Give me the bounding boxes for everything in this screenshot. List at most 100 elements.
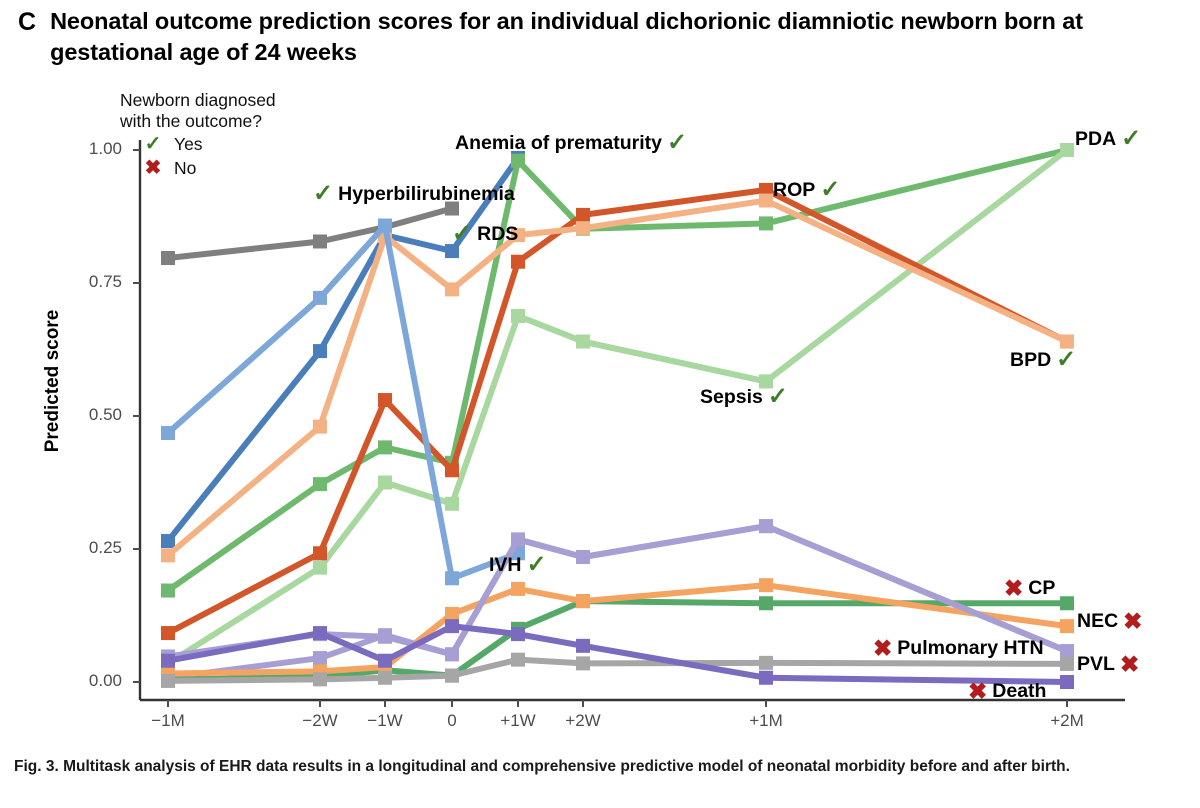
check-icon: ✓	[767, 383, 788, 410]
data-point-marker	[759, 655, 773, 670]
x-tick-label: −1M	[151, 711, 185, 730]
annotation-rop: ROP ✓	[773, 178, 840, 202]
data-point-marker	[759, 216, 773, 231]
data-point-marker	[1060, 334, 1074, 349]
data-point-marker	[759, 519, 773, 534]
legend-heading-line2: with the outcome?	[120, 111, 263, 131]
data-point-marker	[576, 656, 590, 671]
annotation-label: NEC	[1077, 610, 1119, 632]
x-tick-label: −2W	[302, 711, 338, 730]
data-point-marker	[313, 419, 327, 434]
data-point-marker	[1060, 644, 1074, 659]
data-point-marker	[313, 672, 327, 687]
series-line	[167, 656, 1068, 684]
cross-icon: ✖	[1119, 651, 1140, 677]
panel-letter: C	[18, 8, 37, 36]
legend-label-no: No	[174, 157, 197, 178]
series-pvl	[161, 652, 1074, 688]
series-line	[516, 313, 767, 385]
data-point-marker	[161, 626, 175, 641]
data-point-marker	[378, 218, 392, 233]
data-point-marker	[511, 581, 525, 596]
y-tick-label: 0.75	[88, 272, 122, 291]
data-point-marker	[576, 638, 590, 653]
data-point-marker	[445, 668, 459, 683]
legend-item-no: ✖ No	[140, 156, 276, 180]
data-point-marker	[1060, 143, 1074, 157]
series-line	[167, 623, 1068, 685]
series-ivh	[161, 218, 525, 586]
cross-icon: ✖	[144, 156, 162, 179]
chart-svg	[133, 140, 1125, 707]
annotation-pulmonary-htn: ✖ Pulmonary HTN	[873, 637, 1044, 660]
legend-label-yes: Yes	[174, 133, 203, 154]
annotation-sepsis: Sepsis ✓	[700, 385, 788, 409]
x-tick-label: +2M	[1050, 711, 1084, 730]
y-tick-label: 1.00	[88, 139, 122, 158]
data-point-marker	[445, 619, 459, 634]
annotation-nec: NEC ✖	[1077, 610, 1142, 633]
series-line	[167, 205, 453, 261]
annotation-label: Hyperbilirubinemia	[338, 182, 515, 205]
annotation-label: Anemia of prematurity	[455, 131, 662, 154]
x-tick-label: 0	[447, 711, 457, 730]
data-point-marker	[445, 647, 459, 662]
annotation-label: CP	[1028, 577, 1056, 599]
data-point-marker	[445, 463, 459, 478]
data-point-marker	[1060, 675, 1074, 689]
data-point-marker	[576, 221, 590, 236]
data-point-marker	[1060, 619, 1074, 634]
legend-heading-line1: Newborn diagnosed	[120, 90, 276, 110]
data-point-marker	[313, 651, 327, 666]
data-point-marker	[445, 244, 459, 259]
cross-icon: ✖	[968, 678, 988, 704]
x-tick-label: +2W	[565, 711, 601, 730]
data-point-marker	[445, 282, 459, 297]
cross-icon: ✖	[1123, 608, 1143, 634]
annotation-label: Death	[992, 680, 1047, 702]
check-icon: ✓	[666, 129, 688, 156]
y-axis-title: Predicted score	[42, 309, 63, 453]
data-point-marker	[759, 670, 773, 685]
data-point-marker	[161, 426, 175, 441]
data-point-marker	[445, 606, 459, 621]
series-line	[166, 197, 1069, 558]
legend-item-yes: ✓ Yes	[140, 132, 276, 156]
series-line	[167, 598, 1067, 683]
data-point-marker	[576, 549, 590, 564]
data-point-marker	[511, 308, 525, 323]
x-tick-label: −1W	[367, 711, 403, 730]
x-tick-label: +1M	[749, 711, 783, 730]
check-icon: ✓	[526, 551, 547, 578]
series-rds	[161, 150, 525, 549]
check-icon: ✓	[313, 180, 334, 207]
data-point-marker	[445, 201, 459, 216]
series-line	[166, 186, 1069, 636]
series-hyperbilirubinemia	[161, 201, 459, 265]
data-point-marker	[378, 393, 392, 408]
data-point-marker	[378, 653, 392, 668]
annotation-label: PDA	[1075, 127, 1117, 150]
annotation-hyperbilirubinemia: ✓ Hyperbilirubinemia	[313, 182, 515, 206]
y-tick-label: 0.25	[88, 538, 122, 557]
series-line	[165, 156, 521, 543]
annotation-ivh: IVH ✓	[489, 553, 547, 577]
cross-icon: ✖	[873, 635, 893, 661]
data-point-marker	[511, 652, 525, 667]
annotation-pvl: PVL ✖	[1077, 653, 1139, 676]
x-tick-label: +1W	[500, 711, 536, 730]
data-point-marker	[313, 546, 327, 561]
annotation-bpd: BPD ✓	[1010, 348, 1076, 372]
annotation-label: RDS	[477, 222, 519, 245]
data-point-marker	[313, 560, 327, 575]
check-icon: ✓	[1121, 125, 1142, 152]
y-tick-label: 0.50	[88, 405, 122, 424]
figure-caption: Fig. 3. Multitask analysis of EHR data r…	[14, 758, 1070, 775]
data-point-marker	[759, 193, 773, 208]
data-point-marker	[576, 334, 590, 349]
series-death	[161, 619, 1074, 689]
data-point-marker	[511, 532, 525, 547]
annotation-pda: PDA ✓	[1075, 127, 1141, 151]
series-line	[166, 147, 1068, 593]
data-point-marker	[313, 290, 327, 305]
